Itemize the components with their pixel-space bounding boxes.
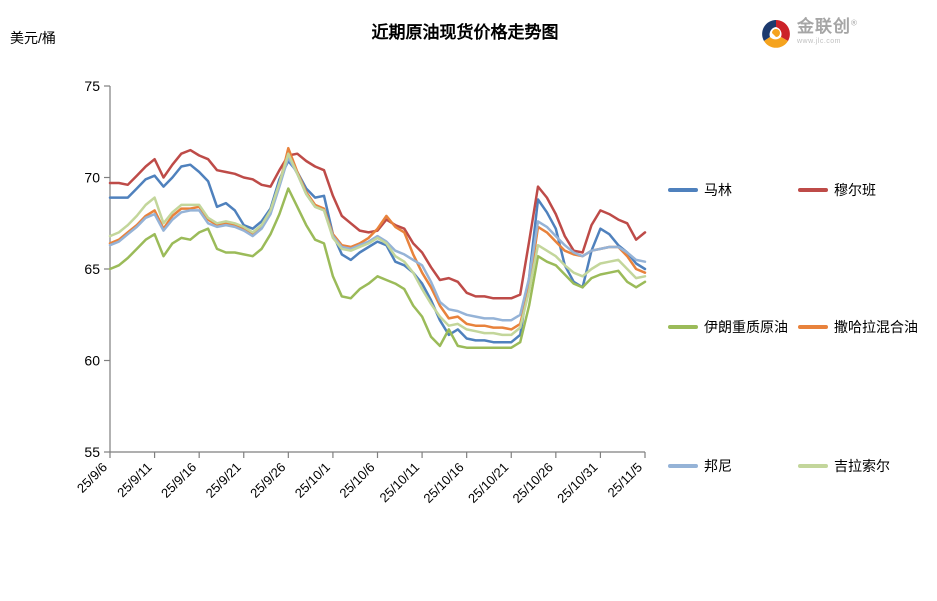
series-line-1	[108, 148, 647, 300]
series-line-2	[108, 187, 647, 349]
legend-item-5: 吉拉索尔	[798, 457, 890, 475]
brand-logo: 金联创® www.jlc.com	[760, 18, 857, 50]
x-tick-label: 25/9/26	[247, 460, 288, 501]
axis-lines	[109, 86, 645, 453]
x-tick-label: 25/10/11	[376, 460, 422, 506]
y-tick-label: 60	[84, 353, 100, 369]
legend-label-0: 马林	[704, 182, 732, 198]
registered-mark: ®	[851, 18, 857, 28]
legend-label-3: 撒哈拉混合油	[834, 319, 918, 335]
legend-item-2: 伊朗重质原油	[668, 318, 788, 336]
brand-logo-url: www.jlc.com	[797, 38, 842, 45]
x-tick-label: 25/10/16	[420, 460, 466, 506]
y-tick-label: 65	[84, 261, 100, 277]
legend-item-4: 邦尼	[668, 457, 732, 475]
legend-label-4: 邦尼	[704, 458, 732, 474]
legend-label-1: 穆尔班	[834, 182, 876, 198]
y-tick-label: 55	[84, 444, 100, 460]
brand-logo-texts: 金联创® www.jlc.com	[797, 18, 857, 45]
legend-item-3: 撒哈拉混合油	[798, 318, 918, 336]
legend-swatch-3	[798, 325, 828, 329]
legend-swatch-1	[798, 188, 828, 192]
y-tick-label: 70	[84, 170, 100, 186]
x-tick-label: 25/10/6	[336, 460, 377, 501]
brand-logo-icon	[762, 20, 790, 48]
legend-swatch-0	[668, 188, 698, 192]
series-line-0	[108, 159, 647, 344]
x-tick-label: 25/9/16	[158, 460, 199, 501]
x-tick-label: 25/11/5	[605, 460, 646, 501]
legend-item-1: 穆尔班	[798, 181, 876, 199]
x-tick-label: 25/10/21	[465, 460, 511, 506]
x-tick-label: 25/10/31	[554, 460, 600, 506]
series-line-5	[108, 152, 647, 337]
legend-swatch-2	[668, 325, 698, 329]
legend-item-0: 马林	[668, 181, 732, 199]
x-tick-label: 25/9/21	[203, 460, 244, 501]
y-tick-label: 75	[84, 78, 100, 94]
x-tick-label: 25/9/6	[74, 460, 110, 496]
series-line-4	[108, 156, 647, 322]
x-tick-label: 25/9/11	[114, 460, 155, 501]
y-axis-unit-label: 美元/桶	[10, 30, 56, 46]
legend-swatch-4	[668, 464, 698, 468]
x-tick-label: 25/10/26	[510, 460, 556, 506]
x-tick-label: 25/10/1	[292, 460, 333, 501]
legend-label-5: 吉拉索尔	[834, 458, 890, 474]
chart-title: 近期原油现货价格走势图	[371, 23, 559, 42]
brand-logo-name: 金联创	[797, 17, 851, 36]
legend-label-2: 伊朗重质原油	[704, 319, 788, 335]
legend-swatch-5	[798, 464, 828, 468]
